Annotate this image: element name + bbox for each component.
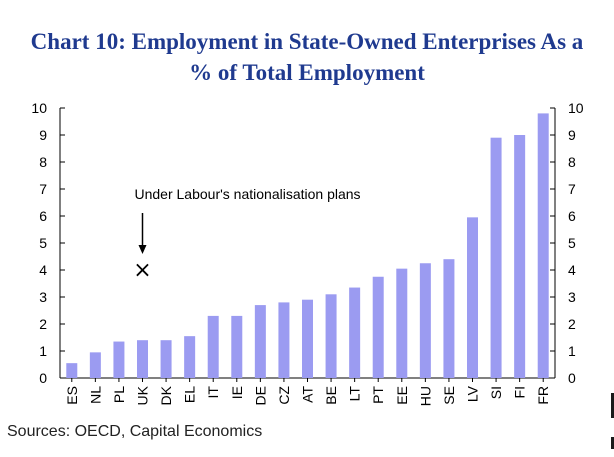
frame-edge <box>611 393 614 418</box>
bar-at <box>302 299 313 378</box>
x-tick-label-lt: LT <box>347 386 363 402</box>
bar-it <box>207 315 219 378</box>
bar-cz <box>278 302 290 378</box>
x-tick-label-it: IT <box>205 386 221 399</box>
y-tick-label-left: 2 <box>39 316 47 332</box>
x-tick-label-es: ES <box>64 386 80 405</box>
y-tick-label-left: 3 <box>39 289 47 305</box>
x-tick-label-se: SE <box>441 386 457 405</box>
x-tick-label-el: EL <box>182 386 198 403</box>
bar-fr <box>537 113 549 379</box>
x-tick-label-uk: UK <box>135 385 151 405</box>
y-tick-label-left: 5 <box>39 235 47 251</box>
x-tick-label-ie: IE <box>229 386 245 399</box>
bar-de <box>254 305 266 378</box>
x-tick-label-si: SI <box>488 386 504 399</box>
y-tick-label-right: 3 <box>568 289 576 305</box>
y-tick-label-right: 5 <box>568 235 576 251</box>
x-tick-label-pt: PT <box>370 386 386 404</box>
y-tick-label-left: 10 <box>31 100 47 116</box>
y-tick-label-right: 4 <box>568 262 576 278</box>
y-tick-label-left: 4 <box>39 262 47 278</box>
bar-si <box>490 137 502 378</box>
annotation-arrow-head <box>138 245 147 254</box>
x-tick-label-lv: LV <box>465 385 481 402</box>
bar-uk <box>137 340 148 378</box>
y-tick-label-right: 7 <box>568 181 576 197</box>
bar-pt <box>372 276 384 378</box>
bar-hu <box>419 263 431 378</box>
frame-edge <box>611 437 614 449</box>
bar-el <box>184 336 196 378</box>
x-tick-label-fi: FI <box>512 386 528 398</box>
bar-ie <box>231 315 243 378</box>
bar-pl <box>113 341 125 378</box>
x-tick-label-nl: NL <box>87 386 103 404</box>
y-tick-label-left: 7 <box>39 181 47 197</box>
x-tick-label-dk: DK <box>158 385 174 405</box>
bar-lt <box>349 287 361 378</box>
chart-title: Chart 10: Employment in State-Owned Ente… <box>0 26 614 88</box>
annotation-marker: × <box>133 258 151 283</box>
y-tick-label-left: 6 <box>39 208 47 224</box>
bar-lv <box>467 217 478 378</box>
x-tick-label-cz: CZ <box>276 386 292 405</box>
x-tick-label-pl: PL <box>111 386 127 403</box>
bar-dk <box>160 340 172 378</box>
x-tick-label-be: BE <box>323 386 339 405</box>
y-tick-label-left: 8 <box>39 154 47 170</box>
x-tick-label-ee: EE <box>394 386 410 405</box>
y-tick-label-right: 1 <box>568 343 576 359</box>
x-tick-label-hu: HU <box>417 386 433 406</box>
y-tick-label-right: 2 <box>568 316 576 332</box>
y-tick-label-left: 9 <box>39 127 47 143</box>
y-tick-label-left: 0 <box>39 370 47 386</box>
source-note: Sources: OECD, Capital Economics <box>7 423 263 440</box>
y-tick-label-right: 0 <box>568 370 576 386</box>
x-tick-label-de: DE <box>252 386 268 405</box>
y-tick-label-right: 8 <box>568 154 576 170</box>
y-tick-label-right: 10 <box>568 100 584 116</box>
bar-se <box>443 259 455 378</box>
annotation-label: Under Labour's nationalisation plans <box>135 186 361 202</box>
bar-be <box>325 294 337 378</box>
y-tick-label-left: 1 <box>39 343 47 359</box>
bar-nl <box>89 352 101 378</box>
x-tick-label-at: AT <box>300 386 316 403</box>
bar-fi <box>514 135 526 378</box>
bar-es <box>66 363 78 378</box>
y-tick-label-right: 9 <box>568 127 576 143</box>
bar-ee <box>396 268 408 378</box>
chart-title-line-2: % of Total Employment <box>189 60 425 85</box>
x-tick-label-fr: FR <box>535 386 551 405</box>
y-tick-label-right: 6 <box>568 208 576 224</box>
chart-title-line-1: Chart 10: Employment in State-Owned Ente… <box>30 29 584 54</box>
